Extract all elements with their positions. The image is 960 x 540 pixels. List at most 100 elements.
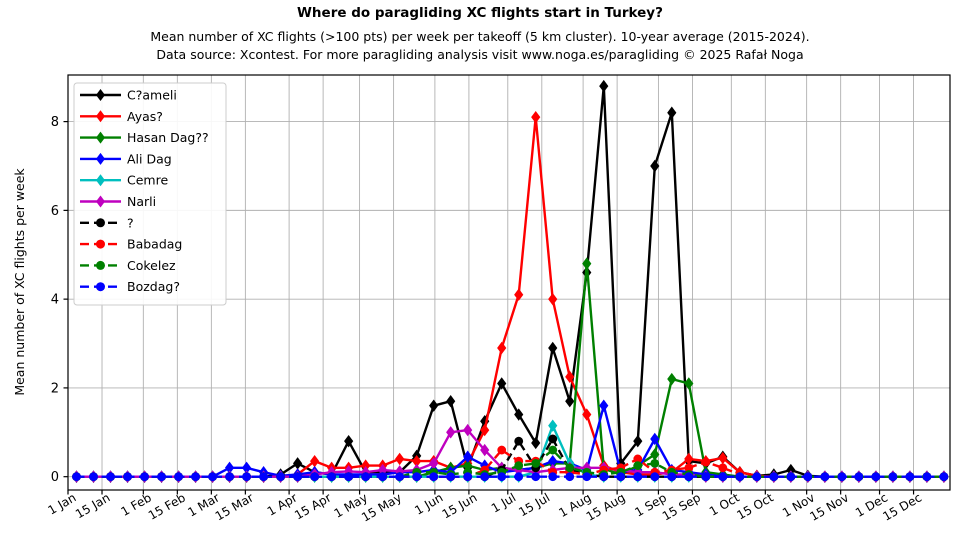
- legend-sample-circle: [96, 260, 105, 270]
- data-point-diamond: [224, 461, 235, 475]
- data-point-circle: [548, 445, 558, 455]
- data-point-diamond: [514, 408, 524, 421]
- legend-item: Narli: [80, 194, 156, 209]
- legend-sample-diamond: [96, 89, 105, 101]
- data-point-diamond: [548, 292, 558, 306]
- data-point-diamond: [650, 448, 660, 461]
- legend-label: Ayas?: [127, 109, 163, 124]
- data-point-circle: [225, 472, 234, 482]
- legend-label: C?ameli: [127, 88, 177, 103]
- legend-item: Cemre: [80, 173, 168, 188]
- data-point-circle: [276, 472, 286, 482]
- legend-label: Ali Dag: [127, 151, 172, 166]
- legend: C?ameli Ayas? Hasan Dag?? Ali Dag Cemre Narli…: [73, 82, 227, 306]
- legend-item: C?ameli: [80, 88, 177, 103]
- data-point-diamond: [241, 461, 252, 475]
- data-point-circle: [803, 472, 813, 482]
- data-point-circle: [174, 472, 183, 482]
- data-point-diamond: [548, 454, 558, 468]
- x-tick-label: 15 Mar: [213, 490, 256, 523]
- x-tick-label: 15 Nov: [807, 490, 851, 523]
- data-point-circle: [922, 472, 932, 482]
- legend-item: Cokelez: [80, 258, 176, 273]
- data-point-diamond: [395, 465, 405, 478]
- data-point-circle: [548, 434, 558, 444]
- data-point-circle: [157, 472, 166, 482]
- data-point-circle: [497, 445, 507, 455]
- legend-label: Narli: [127, 194, 156, 209]
- data-point-circle: [531, 458, 541, 468]
- series-bozdag-: [72, 472, 949, 482]
- data-point-circle: [463, 472, 473, 482]
- data-point-diamond: [650, 159, 660, 173]
- data-point-diamond: [412, 454, 422, 468]
- legend-item: Ali Dag: [80, 151, 172, 166]
- data-point-circle: [395, 472, 405, 482]
- data-point-circle: [106, 472, 115, 482]
- x-tick-label: 15 Feb: [146, 490, 188, 522]
- legend-sample-circle: [96, 218, 105, 228]
- axes-spines: [67, 74, 951, 491]
- x-tick-label: 15 Aug: [584, 490, 628, 523]
- data-point-diamond: [480, 423, 490, 437]
- x-tick-label: 15 Jun: [440, 490, 480, 521]
- data-point-circle: [531, 472, 541, 482]
- data-point-circle: [718, 463, 728, 473]
- data-point-circle: [514, 461, 524, 470]
- data-point-circle: [684, 463, 694, 473]
- data-point-circle: [293, 472, 303, 482]
- data-point-diamond: [565, 370, 575, 384]
- y-tick-label: 4: [51, 293, 59, 308]
- data-point-circle: [752, 472, 762, 482]
- series-ali-dag: [71, 399, 949, 483]
- x-tick-label: 1 Jun: [412, 490, 445, 517]
- chart-source-note: Data source: Xcontest. For more paraglid…: [156, 47, 804, 62]
- data-series: [71, 79, 949, 483]
- legend-label: Babadag: [127, 237, 182, 252]
- data-point-circle: [735, 472, 745, 482]
- data-point-diamond: [667, 372, 677, 386]
- data-point-circle: [310, 472, 320, 482]
- data-point-circle: [208, 472, 217, 482]
- data-point-circle: [684, 472, 694, 482]
- data-point-diamond: [599, 399, 609, 412]
- series-cemre: [71, 419, 949, 483]
- legend-item: Babadag: [80, 237, 182, 252]
- data-point-diamond: [497, 341, 507, 355]
- data-point-circle: [412, 472, 422, 482]
- data-point-diamond: [395, 452, 405, 466]
- data-point-diamond: [497, 377, 507, 390]
- y-tick-label: 6: [51, 204, 59, 219]
- data-point-diamond: [531, 436, 541, 450]
- data-point-circle: [939, 472, 949, 482]
- data-point-diamond: [718, 451, 728, 465]
- legend-sample-circle: [96, 282, 105, 292]
- data-point-circle: [344, 472, 354, 482]
- legend-label: ?: [127, 215, 134, 230]
- data-point-diamond: [582, 408, 592, 421]
- data-point-diamond: [429, 399, 439, 412]
- data-point-diamond: [480, 415, 490, 428]
- data-point-circle: [820, 472, 830, 482]
- data-point-circle: [446, 472, 456, 482]
- data-point-diamond: [650, 432, 660, 446]
- data-point-circle: [514, 436, 524, 446]
- legend-sample-diamond: [96, 152, 105, 165]
- data-point-circle: [616, 472, 626, 482]
- data-point-diamond: [344, 434, 354, 448]
- data-point-diamond: [582, 257, 592, 270]
- data-point-circle: [701, 457, 711, 467]
- data-point-diamond: [463, 423, 473, 437]
- data-point-diamond: [480, 443, 490, 457]
- legend-item: ?: [80, 215, 134, 230]
- x-tick-label: 1 Jan: [46, 490, 79, 517]
- data-point-circle: [633, 454, 643, 464]
- legend-label: Bozdag?: [127, 279, 180, 294]
- chart-title: Where do paragliding XC flights start in…: [297, 5, 663, 21]
- y-axis-label: Mean number of XC flights per week: [12, 168, 27, 396]
- data-point-circle: [633, 461, 643, 470]
- data-point-diamond: [361, 459, 371, 472]
- x-tick-label: 15 Apr: [292, 490, 334, 522]
- y-tick-label: 0: [51, 470, 59, 485]
- data-point-diamond: [633, 434, 643, 448]
